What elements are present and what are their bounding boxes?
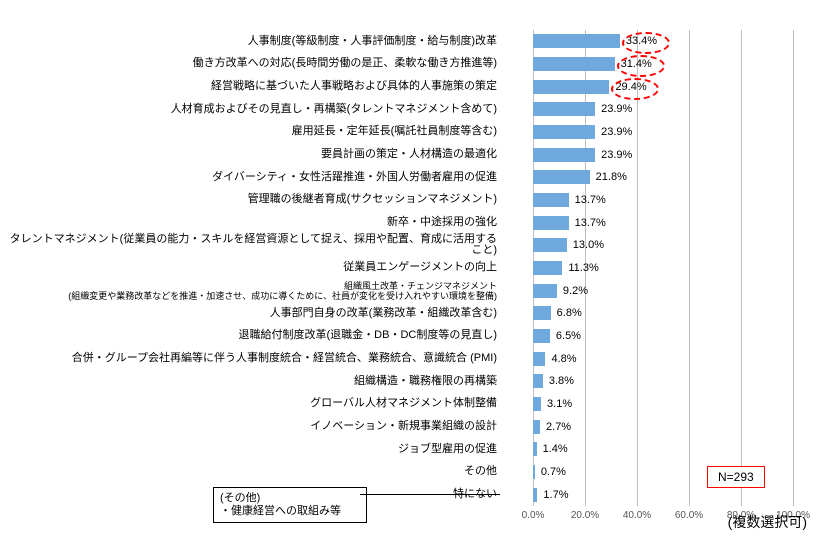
bar xyxy=(533,238,567,252)
bar-value: 9.2% xyxy=(563,285,588,297)
bar-label: 要員計画の策定・人材構造の最適化 xyxy=(3,143,497,166)
bar xyxy=(533,465,535,479)
bar-row: イノベーション・新規事業組織の設計2.7% xyxy=(533,415,793,438)
bar xyxy=(533,374,543,388)
multi-select-note: (複数選択可) xyxy=(728,512,807,532)
bar-value: 11.3% xyxy=(568,262,598,274)
bar xyxy=(533,442,537,456)
bar-value: 6.5% xyxy=(556,330,581,342)
bar-value: 0.7% xyxy=(541,466,566,478)
bar xyxy=(533,261,562,275)
bar-value: 6.8% xyxy=(557,307,582,319)
bar xyxy=(533,352,545,366)
bar-label: イノベーション・新規事業組織の設計 xyxy=(3,415,497,438)
callout-line2: ・健康経営への取組み等 xyxy=(220,505,360,518)
plot-area: 0.0%20.0%40.0%60.0%80.0%100.0%人事制度(等級制度・… xyxy=(533,30,793,506)
bar-row: 経営戦略に基づいた人事戦略および具体的人事施策の策定29.4% xyxy=(533,75,793,98)
bar-value: 23.9% xyxy=(601,149,632,161)
bar-value: 33.4% xyxy=(626,35,657,47)
axis-tick-label: 0.0% xyxy=(522,510,545,521)
bar-value: 13.0% xyxy=(573,239,604,251)
bar-row: 組織風土改革・チェンジマネジメント(組織変更や業務改革などを推進・加速させ、成功… xyxy=(533,279,793,302)
bar xyxy=(533,216,569,230)
bar-label: ダイバーシティ・女性活躍推進・外国人労働者雇用の促進 xyxy=(3,166,497,189)
bar xyxy=(533,148,595,162)
bar xyxy=(533,80,609,94)
bar-row: 要員計画の策定・人材構造の最適化23.9% xyxy=(533,143,793,166)
bar-label: 人材育成およびその見直し・再構築(タレントマネジメント含めて) xyxy=(3,98,497,121)
bar-row: グローバル人材マネジメント体制整備3.1% xyxy=(533,393,793,416)
bar-label: タレントマネジメント(従業員の能力・スキルを経営資源として捉え、採用や配置、育成… xyxy=(3,234,497,257)
bar xyxy=(533,125,595,139)
axis-tick-label: 40.0% xyxy=(623,510,651,521)
bar xyxy=(533,34,620,48)
bar-label: 管理職の後継者育成(サクセッションマネジメント) xyxy=(3,189,497,212)
bar-label: その他 xyxy=(3,461,497,484)
bar-row: 雇用延長・定年延長(嘱託社員制度等含む)23.9% xyxy=(533,121,793,144)
bar-label: グローバル人材マネジメント体制整備 xyxy=(3,393,497,416)
bar-row: タレントマネジメント(従業員の能力・スキルを経営資源として捉え、採用や配置、育成… xyxy=(533,234,793,257)
bar-value: 3.1% xyxy=(547,398,572,410)
chart-stage: 0.0%20.0%40.0%60.0%80.0%100.0%人事制度(等級制度・… xyxy=(0,0,824,546)
bar-row: 管理職の後継者育成(サクセッションマネジメント)13.7% xyxy=(533,189,793,212)
bar-value: 1.7% xyxy=(543,489,568,501)
bar-label: 合併・グループ会社再編等に伴う人事制度統合・経営統合、業務統合、意識統合 (PM… xyxy=(3,347,497,370)
bar xyxy=(533,420,540,434)
axis-tick-label: 60.0% xyxy=(675,510,703,521)
gridline xyxy=(793,30,794,506)
bar-row: 従業員エンゲージメントの向上11.3% xyxy=(533,257,793,280)
bar-label: 人事部門自身の改革(業務改革・組織改革含む) xyxy=(3,302,497,325)
bar xyxy=(533,170,590,184)
bar-row: 人事部門自身の改革(業務改革・組織改革含む)6.8% xyxy=(533,302,793,325)
bar xyxy=(533,57,615,71)
bar xyxy=(533,397,541,411)
bar-row: 組織構造・職務権限の再構築3.8% xyxy=(533,370,793,393)
n-box: N=293 xyxy=(707,466,765,488)
n-box-text: N=293 xyxy=(718,470,754,484)
bar-row: ジョブ型雇用の促進1.4% xyxy=(533,438,793,461)
bar-value: 1.4% xyxy=(543,443,568,455)
bar-value: 2.7% xyxy=(546,421,571,433)
callout-line1: (その他) xyxy=(220,492,360,505)
bar-label: 雇用延長・定年延長(嘱託社員制度等含む) xyxy=(3,121,497,144)
bar-value: 3.8% xyxy=(549,375,574,387)
bar-row: 合併・グループ会社再編等に伴う人事制度統合・経営統合、業務統合、意識統合 (PM… xyxy=(533,347,793,370)
axis-tick-label: 20.0% xyxy=(571,510,599,521)
callout-connector xyxy=(360,494,500,495)
bar-label: 組織風土改革・チェンジマネジメント(組織変更や業務改革などを推進・加速させ、成功… xyxy=(3,279,497,302)
bar xyxy=(533,329,550,343)
bar xyxy=(533,488,537,502)
bar xyxy=(533,306,551,320)
bar-row: 働き方改革への対応(長時間労働の是正、柔軟な働き方推進等)31.4% xyxy=(533,53,793,76)
bar-value: 29.4% xyxy=(615,81,646,93)
other-callout: (その他) ・健康経営への取組み等 xyxy=(213,487,367,523)
bar-row: 新卒・中途採用の強化13.7% xyxy=(533,211,793,234)
bar-label: 組織構造・職務権限の再構築 xyxy=(3,370,497,393)
bar-value: 13.7% xyxy=(575,217,606,229)
bar-label: 新卒・中途採用の強化 xyxy=(3,211,497,234)
bar-row: 人材育成およびその見直し・再構築(タレントマネジメント含めて)23.9% xyxy=(533,98,793,121)
bar-row: 退職給付制度改革(退職金・DB・DC制度等の見直し)6.5% xyxy=(533,325,793,348)
bar xyxy=(533,193,569,207)
bar xyxy=(533,102,595,116)
bar-value: 21.8% xyxy=(596,171,627,183)
bar-row: 人事制度(等級制度・人事評価制度・給与制度)改革33.4% xyxy=(533,30,793,53)
bar-label: 従業員エンゲージメントの向上 xyxy=(3,257,497,280)
bar-label: 退職給付制度改革(退職金・DB・DC制度等の見直し) xyxy=(3,325,497,348)
bar-label: 働き方改革への対応(長時間労働の是正、柔軟な働き方推進等) xyxy=(3,53,497,76)
bar-row: ダイバーシティ・女性活躍推進・外国人労働者雇用の促進21.8% xyxy=(533,166,793,189)
bar xyxy=(533,284,557,298)
bar-value: 13.7% xyxy=(575,194,606,206)
bar-label: 人事制度(等級制度・人事評価制度・給与制度)改革 xyxy=(3,30,497,53)
bar-label: ジョブ型雇用の促進 xyxy=(3,438,497,461)
bar-value: 23.9% xyxy=(601,126,632,138)
bar-label: 経営戦略に基づいた人事戦略および具体的人事施策の策定 xyxy=(3,75,497,98)
bar-value: 31.4% xyxy=(621,58,652,70)
bar-value: 4.8% xyxy=(551,353,576,365)
bar-value: 23.9% xyxy=(601,103,632,115)
